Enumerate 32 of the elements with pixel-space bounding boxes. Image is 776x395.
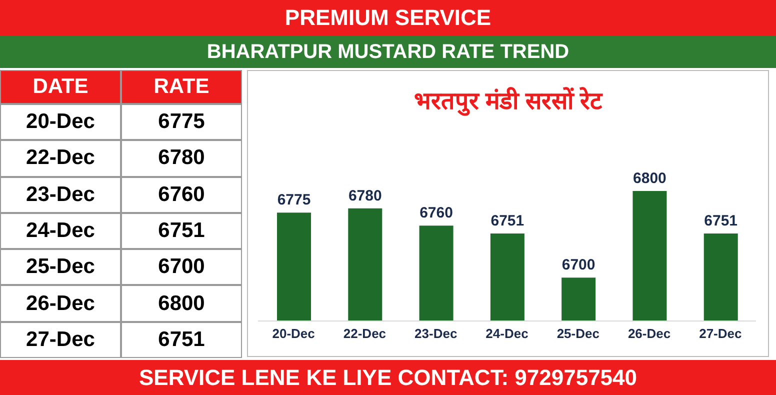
data-label: 6751 bbox=[121, 322, 242, 358]
category-label: 20-Dec bbox=[0, 104, 121, 140]
category-label: 22-Dec bbox=[0, 140, 121, 177]
data-label: 6760 bbox=[420, 204, 453, 222]
data-label: 6775 bbox=[277, 192, 311, 209]
data-label: 6751 bbox=[704, 212, 738, 230]
category-label: 23-Dec bbox=[0, 176, 121, 213]
data-label: 6780 bbox=[348, 187, 382, 204]
category-label: 24-Dec bbox=[0, 212, 121, 250]
data-label: 6760 bbox=[121, 176, 242, 213]
data-label: 6780 bbox=[121, 140, 242, 177]
text: PREMIUM SERVICE bbox=[0, 0, 776, 36]
data-label: 6700 bbox=[121, 249, 242, 286]
text: SERVICE LENE KE LIYE CONTACT: 9729757540 bbox=[0, 360, 776, 395]
x-tick-label: 23-Dec bbox=[414, 326, 458, 342]
x-tick-label: 27-Dec bbox=[699, 326, 742, 342]
x-tick-label: 22-Dec bbox=[343, 326, 386, 342]
text: BHARATPUR MUSTARD RATE TREND bbox=[0, 36, 776, 68]
data-label: 6700 bbox=[562, 256, 596, 274]
category-label: 25-Dec bbox=[0, 249, 121, 286]
data-label: 6751 bbox=[490, 212, 524, 230]
text: DATE bbox=[0, 70, 121, 104]
x-tick-label: 26-Dec bbox=[628, 326, 671, 342]
chart-title: भरतपुर मंडी सरसों रेट bbox=[412, 86, 604, 116]
text: RATE bbox=[121, 70, 242, 104]
data-label: 6751 bbox=[121, 212, 242, 250]
data-label: 6800 bbox=[121, 285, 242, 322]
data-label: 6800 bbox=[633, 170, 666, 187]
data-label: 6775 bbox=[121, 104, 242, 140]
x-tick-label: 25-Dec bbox=[556, 326, 600, 342]
x-tick-label: 24-Dec bbox=[486, 326, 528, 342]
x-tick-label: 20-Dec bbox=[272, 326, 315, 342]
